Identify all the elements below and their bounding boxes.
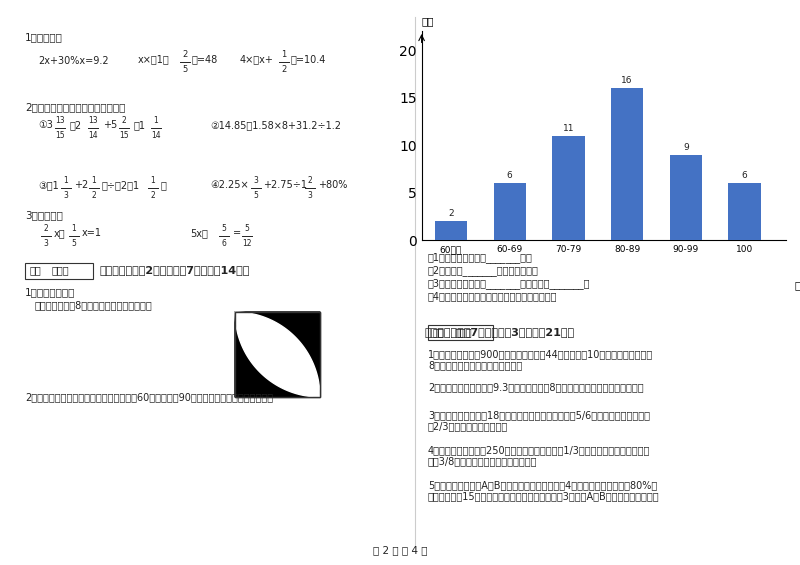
- Text: 1: 1: [64, 176, 68, 185]
- Text: 1．解方程。: 1．解方程。: [25, 32, 63, 42]
- Text: 2．学校食堂五月份烧煤9.3吨，六月份烧煤8吨，两个月平均每天烧煤多少吨？: 2．学校食堂五月份烧煤9.3吨，六月份烧煤8吨，两个月平均每天烧煤多少吨？: [428, 382, 644, 392]
- Text: 2: 2: [44, 224, 48, 233]
- Bar: [494, 183, 526, 240]
- Text: 14: 14: [151, 131, 161, 140]
- Text: +2: +2: [74, 180, 88, 190]
- Text: 13: 13: [88, 116, 98, 125]
- Text: 5: 5: [71, 239, 77, 248]
- Text: 2x+30%x=9.2: 2x+30%x=9.2: [38, 56, 109, 66]
- Text: 的2/3，小薪储蓄了多少元？: 的2/3，小薪储蓄了多少元？: [428, 421, 508, 431]
- Text: 2: 2: [308, 176, 312, 185]
- Text: 六、应用题（共7小题，每题3分，共计21分）: 六、应用题（共7小题，每题3分，共计21分）: [425, 327, 575, 337]
- Text: 5: 5: [222, 224, 226, 233]
- Bar: [435, 221, 467, 240]
- Text: ）=48: ）=48: [192, 54, 218, 64]
- Text: 5: 5: [245, 224, 250, 233]
- Text: 2．脱式计算（能简算的要简算）。: 2．脱式计算（能简算的要简算）。: [25, 102, 126, 112]
- Text: 1: 1: [72, 224, 76, 233]
- Text: 3: 3: [254, 176, 258, 185]
- Text: 3．小红的储蓄箱中有18元，小华的储蓄的钱是小红的5/6，小薪储蓄的钱是小华: 3．小红的储蓄箱中有18元，小华的储蓄的钱是小红的5/6，小薪储蓄的钱是小华: [428, 410, 650, 420]
- Text: 1．农机厂计划生产900台，平均每天生产44台，生产了10天，全下的任务要求: 1．农机厂计划生产900台，平均每天生产44台，生产了10天，全下的任务要求: [428, 349, 654, 359]
- Text: 2: 2: [182, 50, 188, 59]
- Text: =: =: [233, 228, 241, 238]
- Text: 15: 15: [55, 131, 65, 140]
- Text: 4．一个果园有苹果树250棵，桑树占所有果树的1/3，这两种果树正好是果园果: 4．一个果园有苹果树250棵，桑树占所有果树的1/3，这两种果树正好是果园果: [428, 445, 650, 455]
- Text: 9: 9: [683, 143, 689, 152]
- Text: 得分: 得分: [30, 265, 42, 275]
- Text: ）÷（2－1: ）÷（2－1: [102, 180, 140, 190]
- Text: 评卷人: 评卷人: [455, 327, 473, 337]
- Polygon shape: [235, 312, 320, 397]
- Text: 5: 5: [254, 191, 258, 200]
- Text: 5．甲乙两车分别从A、B两城同时相对开出，经过4小时，甲车行了全程的80%，: 5．甲乙两车分别从A、B两城同时相对开出，经过4小时，甲车行了全程的80%，: [428, 480, 658, 490]
- Text: 14: 14: [88, 131, 98, 140]
- Text: （4）看右面的统计图，你再提出一个数学问题。: （4）看右面的统计图，你再提出一个数学问题。: [428, 291, 558, 301]
- Text: 1．图形与计算。: 1．图形与计算。: [25, 287, 75, 297]
- Text: 3: 3: [43, 239, 49, 248]
- Text: 16: 16: [622, 76, 633, 85]
- Text: （3）考试的及格率是_______，优秀率是_______。: （3）考试的及格率是_______，优秀率是_______。: [428, 278, 590, 289]
- Text: 人数: 人数: [422, 16, 434, 27]
- Text: 15: 15: [119, 131, 129, 140]
- Text: 2: 2: [282, 65, 286, 74]
- Text: ②14.85－1.58×8+31.2÷1.2: ②14.85－1.58×8+31.2÷1.2: [210, 120, 341, 130]
- Bar: [611, 88, 643, 240]
- Text: ）=10.4: ）=10.4: [291, 54, 326, 64]
- Text: ③（1: ③（1: [38, 180, 58, 190]
- Text: 6: 6: [742, 171, 747, 180]
- Bar: [552, 136, 585, 240]
- Text: 5: 5: [182, 65, 188, 74]
- Text: 8天完成，平均每天要生产多少台？: 8天完成，平均每天要生产多少台？: [428, 360, 522, 370]
- Text: 6: 6: [222, 239, 226, 248]
- Text: 1: 1: [150, 176, 155, 185]
- Text: 得分: 得分: [433, 327, 445, 337]
- Text: +80%: +80%: [318, 180, 347, 190]
- Text: ①3: ①3: [38, 120, 53, 130]
- Text: 4×（x+: 4×（x+: [240, 54, 274, 64]
- Bar: [428, 325, 493, 340]
- Text: ）: ）: [161, 180, 167, 190]
- Text: +5: +5: [103, 120, 118, 130]
- Text: （1）这个班共有学生_______人。: （1）这个班共有学生_______人。: [428, 252, 533, 263]
- Text: 12: 12: [242, 239, 252, 248]
- Text: x－: x－: [54, 228, 66, 238]
- Bar: [235, 312, 320, 397]
- Text: 2: 2: [150, 191, 155, 200]
- Text: 2．如图是某班一次数学测试的统计图。（60分为及格，90分为优秀），认真看图后填空。: 2．如图是某班一次数学测试的统计图。（60分为及格，90分为优秀），认真看图后填…: [25, 392, 273, 402]
- Polygon shape: [235, 312, 320, 397]
- Bar: [670, 155, 702, 240]
- Bar: [235, 312, 320, 397]
- Text: x=1: x=1: [82, 228, 102, 238]
- Text: （2）成绩在_______段的人数最多。: （2）成绩在_______段的人数最多。: [428, 265, 539, 276]
- Text: 评卷人: 评卷人: [52, 265, 70, 275]
- Text: 3．解方程。: 3．解方程。: [25, 210, 63, 220]
- Text: 分数: 分数: [794, 280, 800, 290]
- Text: 第 2 页 共 4 页: 第 2 页 共 4 页: [373, 545, 427, 555]
- Text: 6: 6: [506, 171, 513, 180]
- Text: 3: 3: [307, 191, 313, 200]
- Text: 2: 2: [448, 209, 454, 218]
- Text: 1: 1: [92, 176, 96, 185]
- Text: 正方形的边长是8厘米，求阴影部分的面积。: 正方形的边长是8厘米，求阴影部分的面积。: [35, 300, 153, 310]
- Text: 1: 1: [282, 50, 286, 59]
- Bar: [25, 263, 93, 279]
- Text: －2: －2: [70, 120, 82, 130]
- Polygon shape: [235, 312, 320, 397]
- Text: 5x－: 5x－: [190, 228, 208, 238]
- Bar: [728, 183, 761, 240]
- Text: 2: 2: [122, 116, 126, 125]
- Text: +2.75÷1: +2.75÷1: [263, 180, 307, 190]
- Text: 五、综合题（共2小题，每题7分，共计14分）: 五、综合题（共2小题，每题7分，共计14分）: [100, 265, 250, 275]
- Text: －1: －1: [134, 120, 146, 130]
- Text: ④2.25×: ④2.25×: [210, 180, 249, 190]
- Text: 2: 2: [92, 191, 96, 200]
- Text: 乙车超过中点15千米，已知甲车比乙车每小时多行3千米，A、B两城相距多少千米？: 乙车超过中点15千米，已知甲车比乙车每小时多行3千米，A、B两城相距多少千米？: [428, 491, 660, 501]
- Text: x×（1－: x×（1－: [138, 54, 170, 64]
- Text: 11: 11: [562, 124, 574, 133]
- Text: 1: 1: [154, 116, 158, 125]
- Text: 3: 3: [63, 191, 69, 200]
- Text: 13: 13: [55, 116, 65, 125]
- Text: 树的3/8，这个果园一共有果树多少棵？: 树的3/8，这个果园一共有果树多少棵？: [428, 456, 538, 466]
